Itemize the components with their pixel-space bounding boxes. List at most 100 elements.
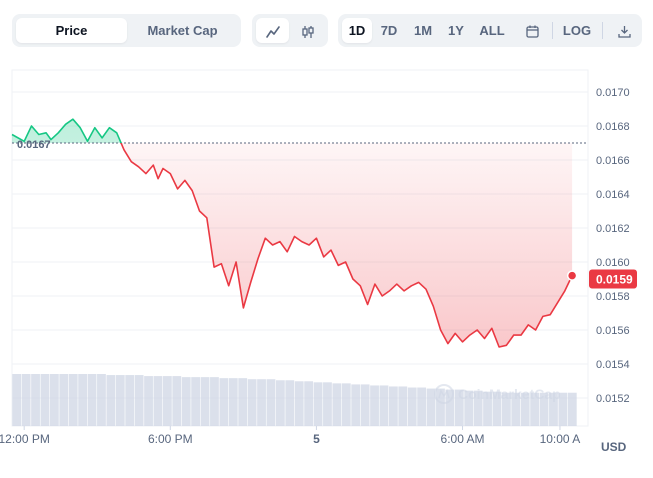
volume-bar	[483, 391, 492, 426]
volume-bar	[68, 374, 78, 426]
metric-toggle: Price Market Cap	[12, 14, 241, 47]
calendar-icon	[525, 25, 539, 38]
volume-bar	[417, 387, 427, 426]
y-tick-label: 0.0164	[596, 189, 630, 201]
volume-bar	[294, 381, 304, 426]
volume-bar	[398, 386, 408, 426]
volume-bar	[407, 387, 417, 426]
y-axis: 0.0170 0.0168 0.0166 0.0164 0.0162 0.0160 0.01…	[596, 87, 630, 405]
volume-bar	[115, 375, 125, 426]
volume-bar	[210, 377, 219, 426]
volume-bar	[436, 388, 445, 426]
chart-style-toggle	[252, 14, 328, 47]
currency-label: USD	[601, 440, 627, 454]
current-price-label: 0.0159	[596, 273, 633, 287]
volume-bar	[304, 381, 314, 426]
volume-bar	[162, 376, 172, 426]
volume-bar	[97, 374, 106, 426]
x-tick-label: 12:00 PM	[0, 432, 50, 446]
y-tick-label: 0.0158	[596, 291, 630, 303]
line-chart-icon	[265, 25, 280, 38]
volume-bar	[313, 382, 323, 426]
volume-bar	[539, 392, 549, 426]
range-1d-button[interactable]: 1D	[342, 18, 372, 43]
y-tick-label: 0.0170	[596, 87, 630, 99]
volume-bar	[323, 382, 332, 426]
volume-bar	[388, 386, 398, 426]
volume-bar	[49, 374, 59, 426]
volume-bar	[125, 375, 135, 426]
x-tick-label: 5	[313, 432, 320, 446]
candlestick-button[interactable]	[291, 18, 324, 43]
volume-bar	[445, 389, 455, 426]
volume-bar	[12, 374, 22, 426]
volume-bar	[78, 374, 88, 426]
reference-price-label: 0.0167	[17, 139, 51, 151]
y-tick-label: 0.0162	[596, 223, 630, 235]
line-chart-button[interactable]	[256, 18, 289, 43]
volume-bar	[219, 378, 229, 426]
volume-bar	[473, 390, 483, 426]
candlestick-icon	[301, 25, 314, 38]
current-price-dot[interactable]	[566, 270, 578, 281]
volume-bar	[31, 374, 40, 426]
x-tick-label: 6:00 PM	[148, 432, 193, 446]
range-1y-button[interactable]: 1Y	[448, 23, 464, 38]
calendar-button[interactable]	[518, 18, 546, 43]
volume-bar	[332, 383, 342, 426]
volume-bar	[511, 392, 521, 426]
volume-bar	[351, 384, 361, 426]
volume-bar	[106, 375, 116, 426]
volume-bar	[492, 391, 502, 426]
download-button[interactable]	[610, 18, 638, 43]
y-tick-label: 0.0166	[596, 155, 630, 167]
y-tick-label: 0.0156	[596, 325, 630, 337]
current-price-badge: 0.0159	[589, 269, 637, 289]
volume-bar	[228, 378, 238, 426]
toolbar-divider	[552, 22, 553, 39]
volume-bar	[520, 392, 530, 426]
volume-bar	[134, 375, 144, 426]
y-tick-label: 0.0152	[596, 393, 630, 405]
watermark-text: CoinMarketCap	[458, 386, 561, 402]
price-line-up	[11, 118, 122, 143]
range-toolbar: 1D 7D 1M 1Y ALL LOG	[338, 14, 642, 47]
volume-bar	[341, 383, 351, 426]
download-icon	[617, 26, 631, 38]
volume-bar	[285, 380, 295, 426]
volume-bar	[21, 374, 31, 426]
volume-bar	[426, 388, 436, 426]
range-7d-button[interactable]: 7D	[380, 23, 398, 38]
volume-bar	[181, 377, 191, 426]
market-cap-tab[interactable]: Market Cap	[147, 23, 218, 38]
log-scale-button[interactable]: LOG	[562, 23, 592, 38]
volume-bar	[266, 379, 276, 426]
volume-bar	[257, 379, 266, 426]
volume-bar	[464, 390, 474, 426]
volume-bar	[558, 392, 568, 426]
x-axis: 12:00 PM 6:00 PM 5 6:00 AM 10:00 A	[0, 426, 580, 446]
volume-bar	[549, 392, 558, 426]
x-tick-label: 10:00 A	[540, 432, 581, 446]
volume-bar	[370, 385, 379, 426]
price-chart[interactable]: CoinMarketCap 0.0167 0.0170 0.0168 0.0166 0…	[0, 60, 653, 460]
range-1m-button[interactable]: 1M	[413, 23, 433, 38]
volume-bar	[501, 392, 511, 426]
price-area-above-reference	[12, 119, 573, 143]
volume-bar	[454, 389, 464, 426]
volume-bars	[12, 374, 577, 426]
volume-bar	[200, 377, 210, 426]
y-tick-label: 0.0168	[596, 121, 630, 133]
volume-bar	[530, 392, 540, 426]
price-tab[interactable]: Price	[16, 18, 127, 43]
volume-bar	[238, 378, 248, 426]
range-all-button[interactable]: ALL	[479, 23, 505, 38]
volume-bar	[144, 376, 153, 426]
volume-bar	[40, 374, 50, 426]
price-area-below-reference	[12, 143, 573, 347]
volume-bar	[87, 374, 97, 426]
watermark: CoinMarketCap	[434, 384, 561, 404]
volume-bar	[153, 376, 163, 426]
volume-bar	[172, 376, 182, 426]
volume-bar	[379, 385, 389, 426]
